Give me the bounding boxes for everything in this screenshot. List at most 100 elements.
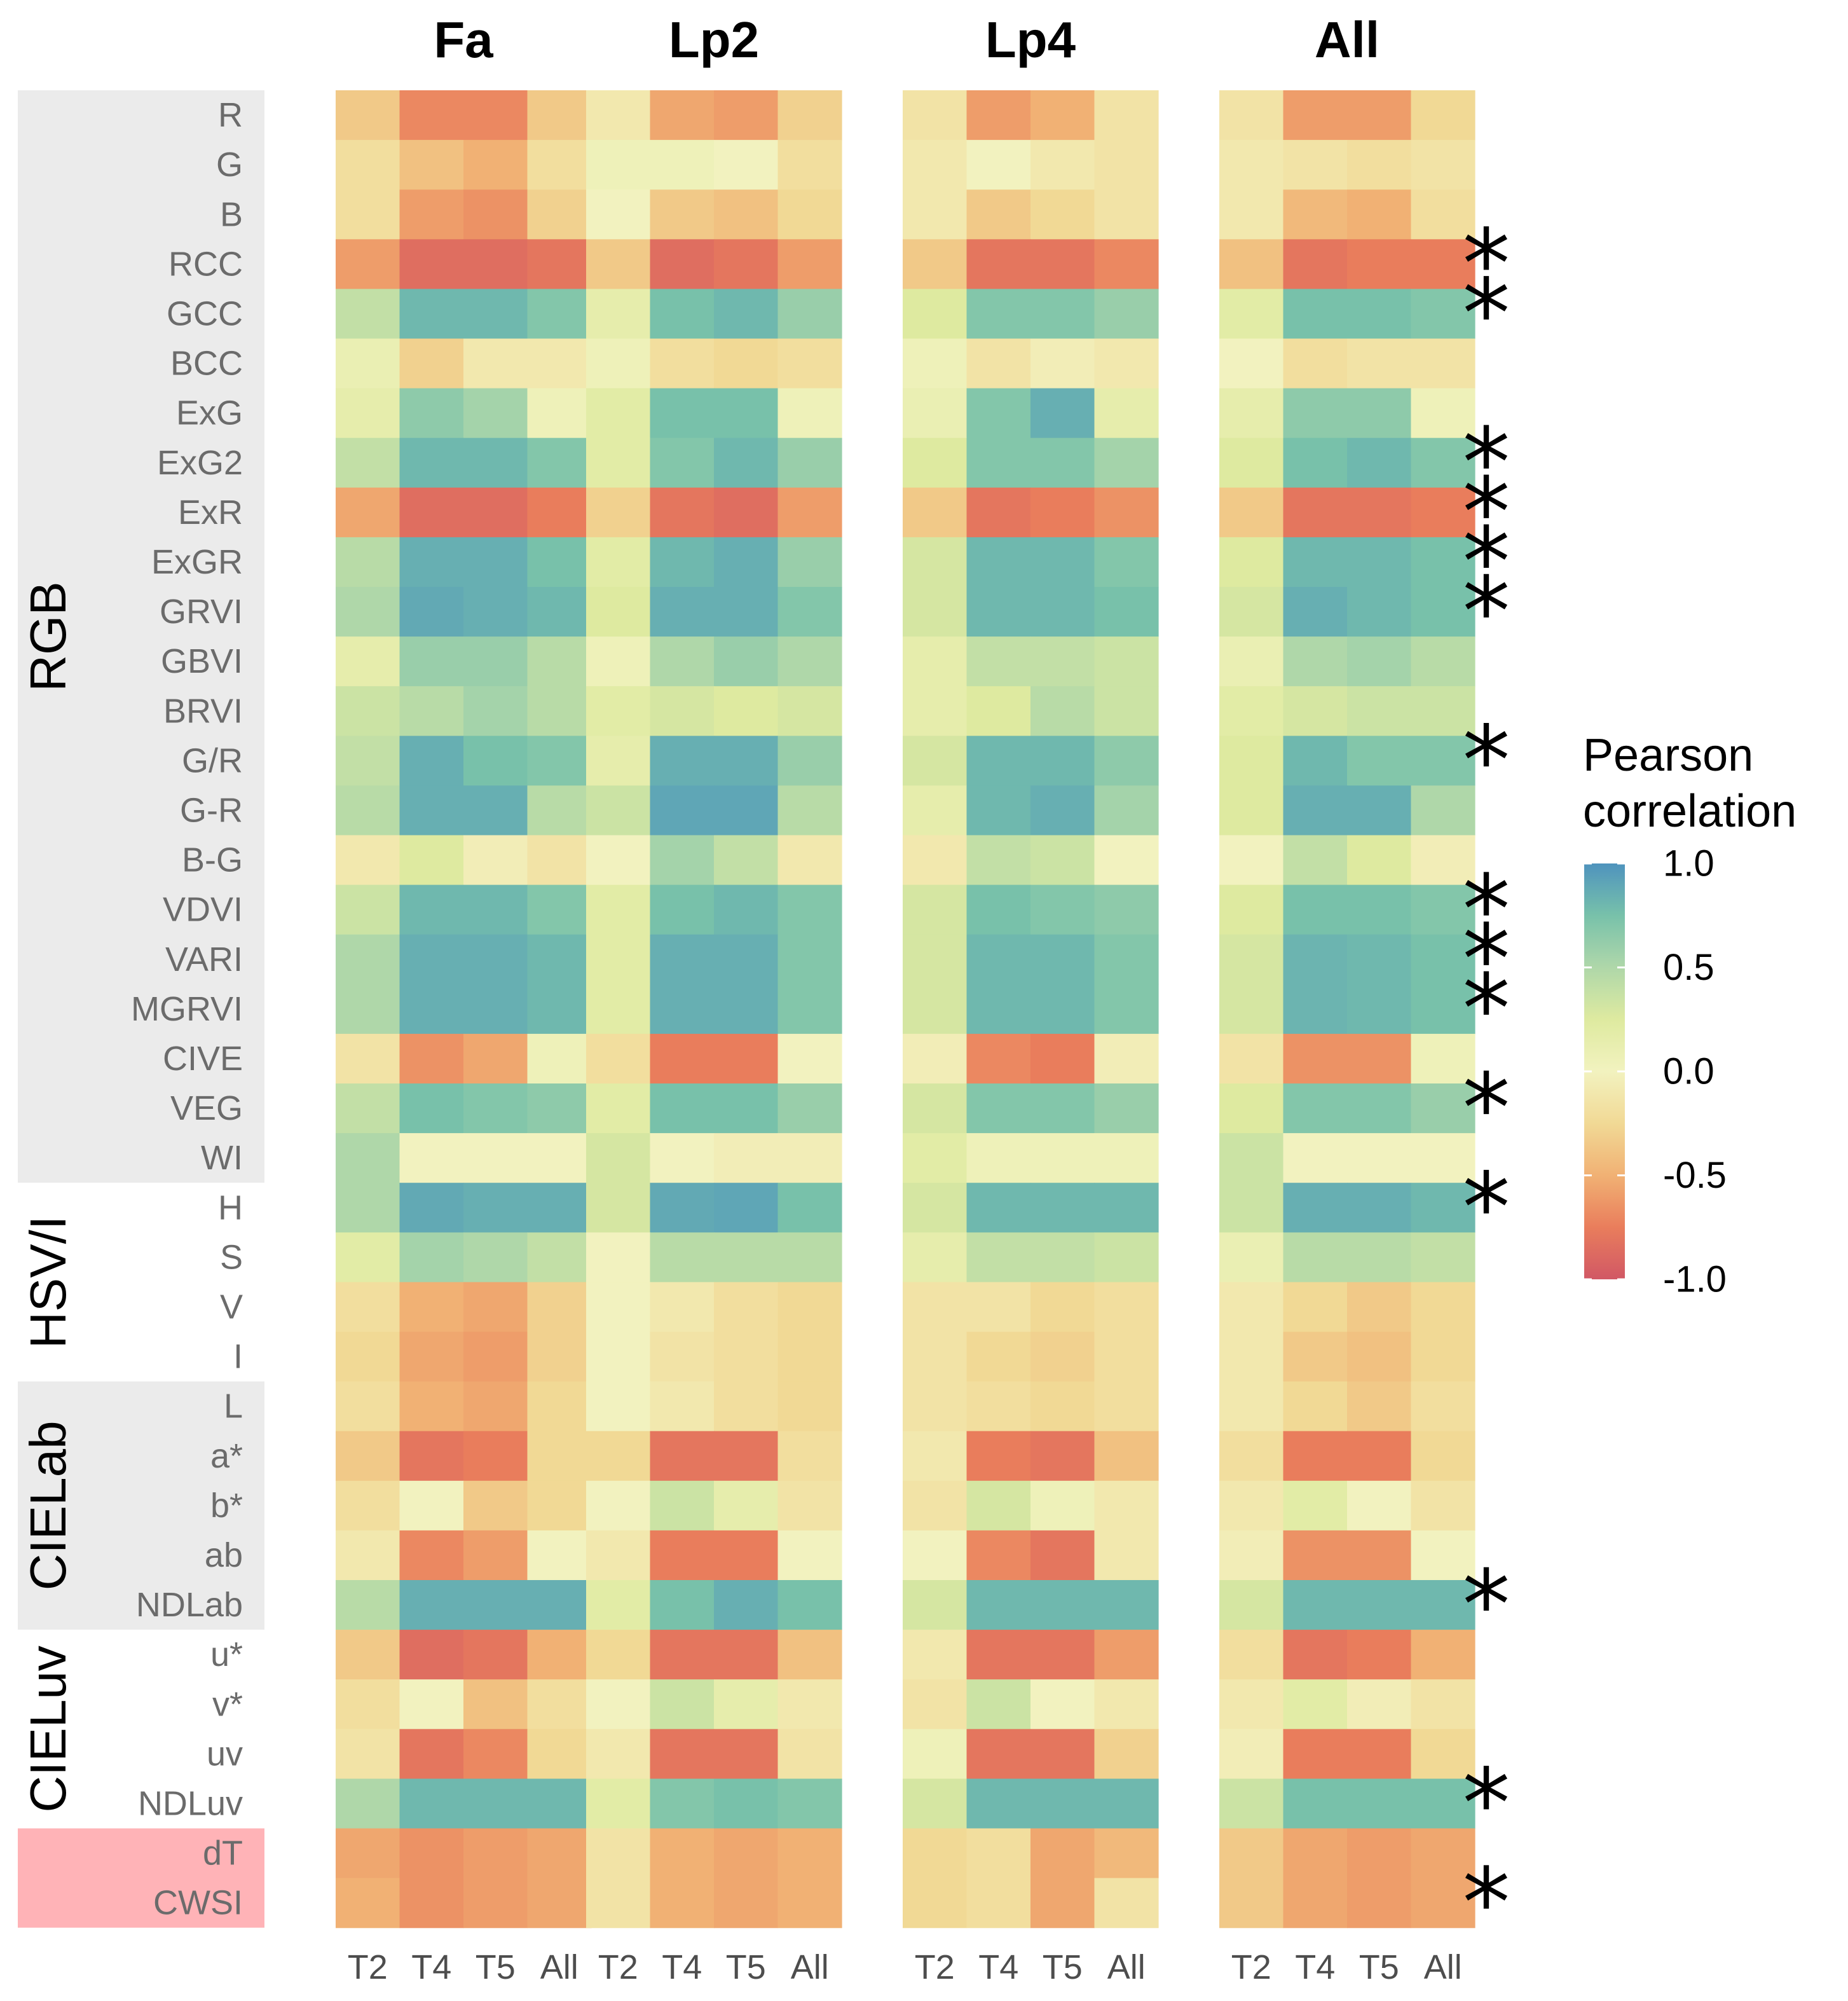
cell-all-ab-t4 [1283,1530,1348,1581]
cell-all-h-all [1411,1183,1475,1233]
cell-lp4-grvi-t5 [1030,587,1095,637]
cell-all-ustar-all [1411,1630,1475,1680]
cell-lp4-vari-all [1094,934,1159,985]
row-label-s: S [220,1238,243,1276]
cell-fa-uv-all [527,1729,592,1779]
cell-lp4-exr-t4 [966,487,1031,538]
row-label-g-r: G-R [180,791,243,829]
cell-lp4-vari-t2 [903,934,968,985]
cell-fa-exgr-all [527,537,592,588]
cell-fa-gcc-t5 [463,289,528,340]
cell-lp2-veg-t5 [714,1083,779,1134]
cell-lp2-g-r-t5 [714,785,779,836]
cell-lp4-bcc-t4 [966,338,1031,389]
cell-all-exr-t4 [1283,487,1348,538]
cell-lp2-ndluv-all [777,1778,842,1829]
cell-lp2-l-t4 [650,1381,715,1432]
significance-marker-ndlab: * [1463,1550,1510,1661]
cell-lp2-astar-t2 [586,1431,651,1482]
cell-lp4-bstar-t2 [903,1480,968,1531]
cell-lp2-ab-t2 [586,1530,651,1581]
cell-fa-brvi-t4 [399,686,464,736]
cell-lp2-rcc-t5 [714,239,779,289]
cell-all-exgr-t5 [1347,537,1412,588]
cell-lp4-bcc-t5 [1030,338,1095,389]
cell-fa-vdvi-t5 [463,884,528,935]
row-label-vari: VARI [165,940,243,979]
cell-fa-cwsi-t2 [336,1878,400,1929]
cell-fa-uv-t5 [463,1729,528,1779]
cell-fa-ndlab-t5 [463,1580,528,1630]
cell-fa-exr-t5 [463,487,528,538]
cell-lp4-rcc-t4 [966,239,1031,289]
cell-fa-vari-t4 [399,934,464,985]
row-label-exg2: ExG2 [157,444,243,482]
cell-lp2-exg-t2 [586,388,651,439]
cell-lp2-g-t2 [586,140,651,190]
cell-lp2-i-t5 [714,1331,779,1382]
row-label-vstar: v* [212,1685,243,1723]
cell-lp4-b-t4 [966,189,1031,240]
cell-all-rcc-t5 [1347,239,1412,289]
cell-fa-vari-all [527,934,592,985]
cell-fa-exr-t4 [399,487,464,538]
row-label-dt: dT [203,1834,243,1873]
cell-all-r-all [1411,90,1475,141]
cell-all-grvi-all [1411,587,1475,637]
cell-fa-b-g-all [527,835,592,886]
cell-lp2-b-g-t5 [714,835,779,886]
cell-fa-r-t2 [336,90,400,141]
cell-lp2-brvi-all [777,686,842,736]
cell-lp2-h-t4 [650,1183,715,1233]
column-label-all-t5: T5 [1359,1948,1399,1986]
cell-lp4-cive-t2 [903,1033,968,1084]
cell-all-vstar-t5 [1347,1679,1412,1729]
cell-lp4-b-g-t4 [966,835,1031,886]
cell-lp4-i-t4 [966,1331,1031,1382]
cell-lp2-b-all [777,189,842,240]
cell-lp2-gcc-t2 [586,289,651,340]
cell-lp2-vdvi-t4 [650,884,715,935]
cell-lp4-g-r-all [1094,785,1159,836]
cell-lp4-l-t2 [903,1381,968,1432]
row-labels: RGB RCC GCC BCC ExG ExG2 ExR ExGR GRVI GBVI BRVI G/… [131,96,243,1922]
cell-lp4-rcc-t2 [903,239,968,289]
cell-lp2-veg-t4 [650,1083,715,1134]
cell-lp4-g-r-t5 [1030,785,1095,836]
cell-all-gcc-t4 [1283,289,1348,340]
row-label-g-over-r: G/R [182,741,243,780]
cell-lp2-ab-t4 [650,1530,715,1581]
cell-lp4-mgrvi-t4 [966,984,1031,1035]
cell-lp2-v-t4 [650,1282,715,1333]
group-label-cieluv: CIELuv [20,1646,76,1812]
cell-lp2-r-t4 [650,90,715,141]
cell-lp2-vari-all [777,934,842,985]
cell-lp2-s-all [777,1232,842,1282]
cell-lp4-l-t5 [1030,1381,1095,1432]
cell-fa-astar-t4 [399,1431,464,1482]
cell-lp2-dt-all [777,1828,842,1879]
cell-lp4-astar-t4 [966,1431,1031,1482]
cell-all-i-t2 [1219,1331,1284,1382]
cell-fa-ab-t2 [336,1530,400,1581]
cell-lp4-g-over-r-t2 [903,736,968,786]
cell-lp4-astar-t2 [903,1431,968,1482]
cell-lp2-b-t4 [650,189,715,240]
cell-lp4-exgr-t4 [966,537,1031,588]
cell-lp2-ndluv-t4 [650,1778,715,1829]
cell-lp2-mgrvi-all [777,984,842,1035]
cell-lp2-vari-t5 [714,934,779,985]
cell-lp2-veg-all [777,1083,842,1134]
cell-fa-astar-t2 [336,1431,400,1482]
cell-all-vdvi-t5 [1347,884,1412,935]
panel-lp2: Lp2 T2 T4 T5 All [586,11,842,1986]
cell-lp2-cive-all [777,1033,842,1084]
cell-lp4-ab-t5 [1030,1530,1095,1581]
cell-fa-vari-t5 [463,934,528,985]
legend-tick-label: -0.5 [1663,1155,1727,1196]
cell-fa-i-t5 [463,1331,528,1382]
cell-lp4-vdvi-t5 [1030,884,1095,935]
cell-lp4-g-r-t4 [966,785,1031,836]
cell-fa-cive-all [527,1033,592,1084]
legend-title-line2: correlation [1583,786,1797,837]
